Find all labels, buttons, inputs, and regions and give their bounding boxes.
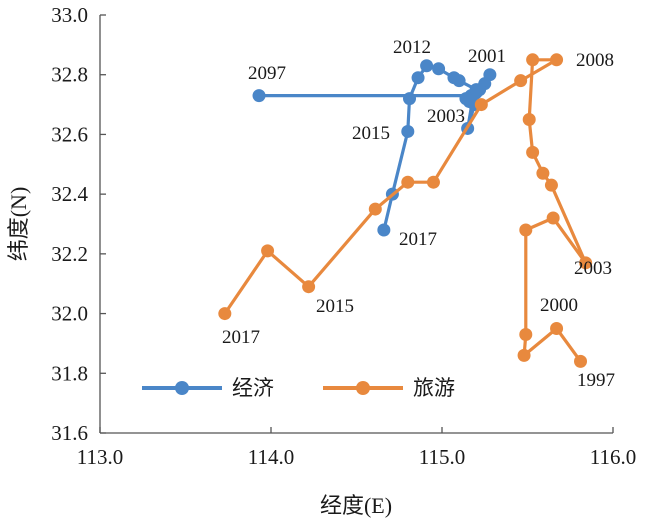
data-point — [519, 223, 533, 237]
legend-swatch-dot — [175, 381, 189, 395]
data-point — [522, 113, 536, 126]
data-point — [550, 322, 564, 335]
year-label: 2003 — [427, 106, 465, 127]
data-point — [426, 175, 440, 189]
x-tick-label: 114.0 — [248, 445, 294, 469]
data-point — [579, 256, 593, 270]
y-tick-label: 32.4 — [51, 182, 88, 206]
year-label: 2001 — [468, 46, 506, 67]
data-point — [411, 71, 425, 85]
x-axis-title: 经度(E) — [320, 493, 392, 518]
legend-item-tourism: 旅游 — [323, 376, 455, 400]
legend-label: 经济 — [232, 376, 274, 400]
x-tick-label: 116.0 — [590, 445, 636, 469]
series-1 — [218, 53, 593, 368]
ticks: 113.0 114.0 115.0 116.0 31.6 31.8 32.0 32.2 32.4… — [51, 3, 636, 469]
legend-item-economy: 经济 — [142, 376, 274, 400]
year-label: 2003 — [574, 258, 612, 279]
series-line — [223, 58, 588, 363]
data-point — [401, 124, 415, 138]
year-label: 2017 — [399, 229, 437, 250]
y-tick-label: 31.8 — [51, 361, 88, 385]
data-point — [368, 202, 382, 216]
axes — [99, 15, 613, 434]
series-layer — [218, 53, 593, 368]
year-label: 2015 — [316, 296, 354, 317]
data-point — [447, 71, 461, 85]
year-label: 2015 — [352, 123, 390, 144]
data-point — [474, 98, 488, 112]
data-point — [526, 145, 540, 159]
y-tick-label: 32.6 — [51, 122, 88, 146]
year-label: 2000 — [540, 295, 578, 316]
y-tick-label: 32.8 — [51, 63, 88, 87]
y-tick-label: 32.2 — [51, 242, 88, 266]
data-point — [469, 83, 483, 97]
y-tick-label: 33.0 — [51, 3, 88, 27]
data-point — [261, 244, 275, 258]
data-point — [252, 89, 266, 103]
data-point — [550, 53, 564, 67]
year-label: 1997 — [577, 370, 615, 391]
data-point — [302, 280, 316, 294]
point-labels: 2097 2012 2001 2003 2015 2017 2008 2003 2000 1997… — [222, 37, 615, 391]
x-tick-label: 113.0 — [77, 445, 123, 469]
data-point — [546, 211, 560, 225]
data-point — [544, 178, 558, 192]
data-point — [519, 327, 533, 341]
data-point — [574, 354, 588, 368]
legend-swatch-dot — [356, 381, 370, 395]
data-point — [401, 175, 415, 189]
legend-label: 旅游 — [413, 376, 455, 400]
data-point — [517, 348, 531, 362]
data-point — [218, 307, 232, 321]
y-tick-label: 31.6 — [51, 421, 88, 445]
data-point — [514, 74, 528, 88]
data-point — [377, 223, 391, 237]
y-tick-label: 32.0 — [51, 302, 88, 326]
legend: 经济 旅游 — [142, 376, 455, 400]
data-point — [536, 166, 550, 180]
year-label: 2017 — [222, 327, 260, 348]
data-point — [403, 92, 417, 106]
x-tick-label: 115.0 — [419, 445, 465, 469]
data-point — [420, 59, 434, 73]
year-label: 2012 — [393, 37, 431, 58]
year-label: 2008 — [576, 50, 614, 71]
y-axis-title: 纬度(N) — [6, 187, 31, 262]
data-point — [526, 53, 540, 67]
year-label: 2097 — [248, 63, 286, 84]
data-point — [432, 62, 446, 76]
